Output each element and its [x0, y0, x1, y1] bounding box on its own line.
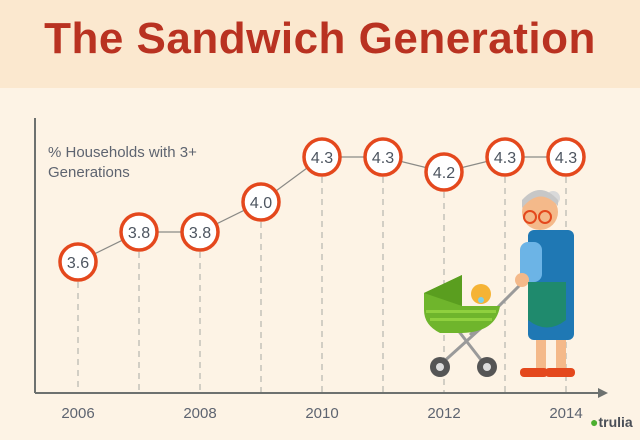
- page-title: The Sandwich Generation: [44, 14, 596, 63]
- x-tick-label: 2006: [61, 405, 94, 422]
- data-label: 4.3: [311, 150, 333, 167]
- x-tick-label: 2010: [305, 405, 338, 422]
- data-point: [119, 212, 159, 252]
- data-point: [180, 212, 220, 252]
- data-point: [241, 182, 281, 222]
- data-label: 4.2: [433, 165, 455, 182]
- title-band: [0, 0, 640, 88]
- data-label: 3.8: [189, 225, 211, 242]
- data-label: 3.8: [128, 225, 150, 242]
- x-axis-arrow: [598, 388, 608, 398]
- data-label: 3.6: [67, 255, 89, 272]
- data-label: 4.3: [372, 150, 394, 167]
- data-point: [363, 137, 403, 177]
- data-label: 4.3: [555, 150, 577, 167]
- data-point: [424, 152, 464, 192]
- data-point: [485, 137, 525, 177]
- x-tick-label: 2008: [183, 405, 216, 422]
- data-label: 4.0: [250, 195, 272, 212]
- data-label: 4.3: [494, 150, 516, 167]
- grandma-illustration: [515, 190, 575, 377]
- data-point: [58, 242, 98, 282]
- y-axis-label: % Households with 3+ Generations: [48, 144, 197, 181]
- data-point: [302, 137, 342, 177]
- stroller-illustration: [424, 275, 525, 377]
- brand-name: trulia: [598, 414, 633, 430]
- x-tick-label: 2014: [549, 405, 582, 422]
- x-tick-label: 2012: [427, 405, 460, 422]
- data-point: [546, 137, 586, 177]
- trulia-logo: ●trulia: [590, 414, 633, 430]
- location-pin-icon: ●: [590, 414, 599, 430]
